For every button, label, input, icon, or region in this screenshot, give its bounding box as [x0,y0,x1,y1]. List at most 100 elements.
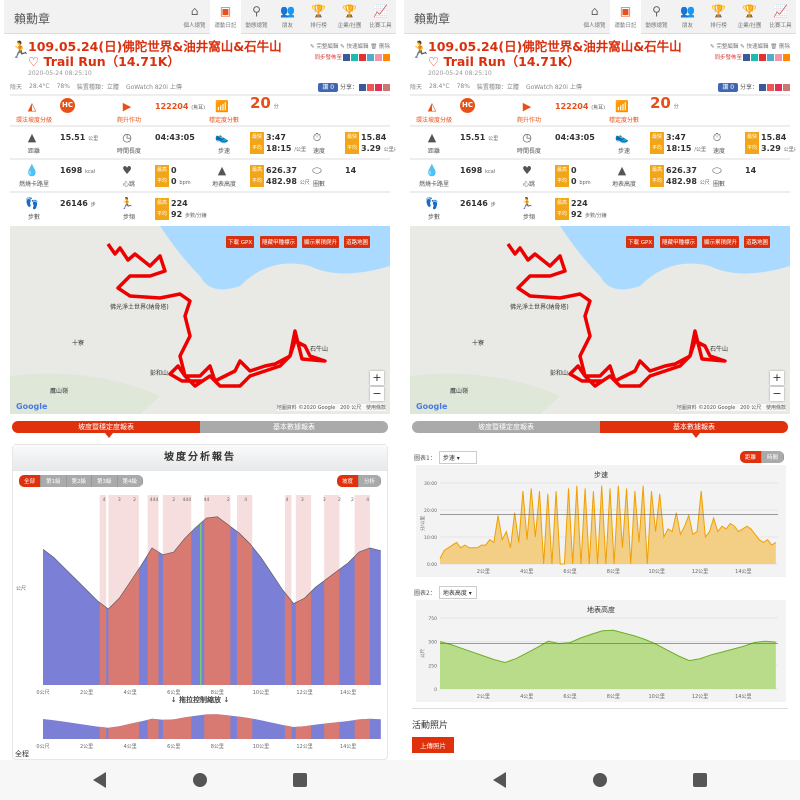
tab-slope-report[interactable]: 坡度暨穩定度報表 [412,421,600,433]
level-button[interactable]: 第1級 [41,475,67,487]
plurk-icon[interactable] [767,84,774,91]
line-icon[interactable] [751,54,758,61]
zoom-in-button[interactable]: + [770,371,784,385]
share-icon[interactable] [383,84,390,91]
nav-item[interactable]: 🏆 企業/社團 [734,0,765,34]
plurk-icon[interactable] [759,54,766,61]
back-button[interactable] [93,772,106,788]
nav-item[interactable]: ⌂ 個人總覽 [579,0,610,34]
zoom-out-button[interactable]: − [770,387,784,401]
chart2-label: 圖表2： [414,590,436,597]
delete-link[interactable]: 刪除 [778,44,790,50]
brand[interactable]: 賴勳章 [14,12,51,26]
share-icon[interactable] [775,84,782,91]
recents-button[interactable] [693,773,707,787]
nav-label: 朋友 [281,23,293,29]
hide-markers-button[interactable]: 隱藏甲種標示 [260,236,298,248]
share-icon[interactable] [367,54,374,61]
chart2-select[interactable]: 地表高度 ▾ [438,586,477,599]
route-map[interactable]: 下載 GPX 隱藏甲種標示 顯示累積爬升 道路地圖 佛光淨土世界(納骨塔) 石牛山 彭和山鷹… [410,226,790,414]
facebook-icon[interactable] [343,54,350,61]
avg-tag: 平均 [345,143,360,154]
share-icon[interactable] [375,54,382,61]
trophy-icon: 🏆 [342,4,357,18]
tab-slope-report[interactable]: 坡度暨穩定度報表 [12,421,200,433]
download-gpx-button[interactable]: 下載 GPX [226,236,255,248]
level-button[interactable]: 全部 [19,475,42,487]
map-label: 佛光淨土世界(納骨塔) [110,304,169,311]
like-button[interactable]: 讚 0 [718,83,739,92]
altitude-chart[interactable]: 地表高度 0 250 500 750 2公里 4公里 6公里 8公里 10公里 12公里 14公里 公尺 [416,600,786,702]
line-icon[interactable] [351,54,358,61]
brand[interactable]: 賴勳章 [414,12,451,26]
like-button[interactable]: 讚 0 [318,83,339,92]
strava-icon[interactable] [383,54,390,61]
max-tag: 最高 [155,198,170,209]
nav-item[interactable]: ⚲ 動態總覽 [241,0,272,34]
nav-item[interactable]: 👥 朋友 [672,0,703,34]
axis-mode-button[interactable]: 距離 [739,451,762,463]
home-button[interactable] [593,773,607,787]
facebook-icon[interactable] [759,84,766,91]
home-button[interactable] [193,773,207,787]
nav-item[interactable]: ⚲ 動態總覽 [641,0,672,34]
pace-chart[interactable]: 步速 0:00 10:00 20:00 30:00 2公里 4公里 6公里 8公里 10公里 12公… [416,465,786,577]
level-button[interactable]: 第4級 [117,475,144,487]
x-tick: 4公里 [520,569,533,575]
x-tick: 2公里 [477,569,490,575]
nav-item[interactable]: ▣ 運動日記 [610,0,641,34]
share-icon[interactable] [375,84,382,91]
zoom-out-button[interactable]: − [370,387,384,401]
axis-mode-button[interactable]: 時間 [761,451,784,463]
map-footer[interactable]: 地圖資料 ©2020 Google 200 公尺 使用條款 [676,404,786,411]
weather-item: GoWatch 820i 上傳 [125,84,182,91]
nav-item[interactable]: 👥 朋友 [272,0,303,34]
unit: 公尺 [299,180,310,186]
google-logo: Google [16,402,48,411]
delete-link[interactable]: 刪除 [378,44,390,50]
hide-markers-button[interactable]: 隱藏甲種標示 [660,236,698,248]
level-button[interactable]: 第2級 [66,475,93,487]
download-gpx-button[interactable]: 下載 GPX [626,236,655,248]
map-type-button[interactable]: 道路地圖 [744,236,771,248]
nav-item[interactable]: 📈 比賽工具 [365,0,396,34]
back-button[interactable] [493,772,506,788]
tab-basic-report[interactable]: 基本數據報表 [600,421,788,433]
plurk-icon[interactable] [367,84,374,91]
weather-item: 28.4°C [429,83,450,90]
recents-button[interactable] [293,773,307,787]
mode-button[interactable]: 坡度 [336,475,359,487]
map-footer[interactable]: 地圖資料 ©2020 Google 200 公尺 使用條款 [276,404,386,411]
nav-item[interactable]: 🏆 排行榜 [703,0,734,34]
show-climb-button[interactable]: 顯示累積爬升 [702,236,740,248]
map-type-button[interactable]: 道路地圖 [344,236,371,248]
share-icon[interactable] [783,84,790,91]
full-edit-link[interactable]: 完整編輯 [316,44,339,50]
share-icon[interactable] [767,54,774,61]
upload-photo-button[interactable]: 上傳照片 [412,737,454,753]
facebook-icon[interactable] [359,84,366,91]
nav-item[interactable]: 🏆 排行榜 [303,0,334,34]
facebook-icon[interactable] [743,54,750,61]
stats-row: 👣 步數 26146 步 🏃 步頻 最高 224 平均 92 步數/分鐘 [410,191,790,224]
quick-edit-link[interactable]: 快速編輯 [346,44,369,50]
nav-item[interactable]: ⌂ 個人總覽 [179,0,210,34]
tab-basic-report[interactable]: 基本數據報表 [200,421,388,433]
share-icon[interactable] [775,54,782,61]
level-button[interactable]: 第3級 [92,475,118,487]
stat-distance: ▲ 距離 15.51 公里 [410,127,505,158]
nav-item[interactable]: 📈 比賽工具 [765,0,796,34]
show-climb-button[interactable]: 顯示累積爬升 [302,236,340,248]
chart1-select[interactable]: 步速 ▾ [438,451,477,464]
zoom-navigator[interactable]: 0公尺 2公里 4公里 6公里 8公里 10公里 12公里 14公里 [13,705,387,751]
quick-edit-link[interactable]: 快速編輯 [746,44,769,50]
plurk-icon[interactable] [359,54,366,61]
nav-item[interactable]: 🏆 企業/社團 [334,0,365,34]
nav-item[interactable]: ▣ 運動日記 [210,0,241,34]
strava-icon[interactable] [783,54,790,61]
full-edit-link[interactable]: 完整編輯 [716,44,739,50]
mode-button[interactable]: 分析 [358,475,381,487]
zoom-in-button[interactable]: + [370,371,384,385]
route-map[interactable]: 下載 GPX 隱藏甲種標示 顯示累積爬升 道路地圖 佛光淨土世界(納骨塔) 石牛山 彭和山鷹… [10,226,390,414]
